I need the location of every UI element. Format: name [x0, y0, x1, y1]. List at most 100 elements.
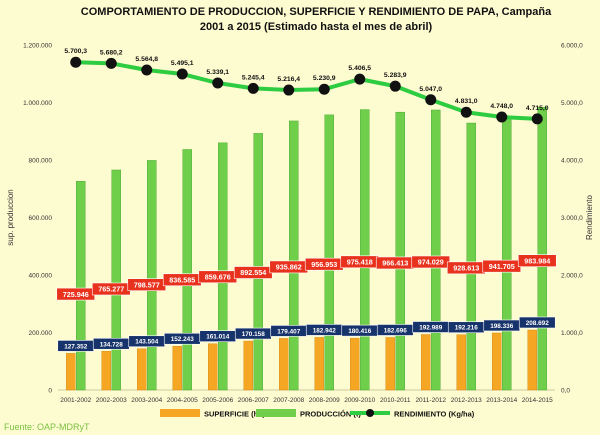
- rendimiento-data-label: 5.339,1: [206, 69, 229, 76]
- rendimiento-point: [176, 68, 188, 80]
- superficie-bar: [101, 351, 111, 391]
- rendimiento-data-label: 5.230,9: [313, 75, 336, 82]
- superficie-bar: [172, 346, 182, 391]
- superficie-bar: [137, 348, 147, 391]
- chart-title-line2: 2001 a 2015 (Estimado hasta el mes de ab…: [200, 21, 433, 33]
- rendimiento-data-label: 4.715,0: [526, 105, 549, 112]
- rendimiento-data-label: 5.680,2: [100, 49, 123, 56]
- x-tick-label: 2001-2002: [60, 397, 91, 404]
- rendimiento-point: [212, 77, 224, 89]
- left-tick-label: 400.000: [29, 273, 53, 280]
- left-tick-label: 1.000.000: [23, 100, 52, 107]
- superficie-data-label: 161.014: [206, 334, 230, 341]
- x-tick-label: 2002-2003: [96, 397, 127, 404]
- right-tick-label: 6.000,0: [561, 43, 583, 50]
- produccion-data-label: 859.676: [205, 272, 231, 281]
- rendimiento-data-label: 4.748,0: [490, 103, 513, 110]
- rendimiento-data-label: 5.406,5: [348, 65, 371, 72]
- rendimiento-point: [425, 94, 437, 106]
- superficie-data-label: 170.158: [242, 331, 266, 338]
- produccion-data-label: 974.029: [418, 258, 444, 267]
- rendimiento-point: [105, 57, 117, 69]
- rendimiento-line: [70, 56, 543, 125]
- produccion-data-label: 928.613: [453, 264, 479, 273]
- legend-label-superficie: SUPERFICIE (ha): [204, 410, 265, 419]
- x-tick-label: 2007-2008: [273, 397, 304, 404]
- superficie-data-label: 192.216: [455, 325, 479, 332]
- superficie-data-label: 192.989: [419, 325, 443, 332]
- x-tick-label: 2008-2009: [309, 397, 340, 404]
- left-tick-label: 200.000: [29, 330, 53, 337]
- superficie-bar: [243, 340, 253, 391]
- chart-title-line1: COMPORTAMIENTO DE PRODUCCION, SUPERFICIE…: [81, 6, 552, 18]
- left-tick-label: 800.000: [29, 158, 53, 165]
- rendimiento-data-label: 5.283,9: [384, 72, 407, 79]
- rendimiento-point: [318, 83, 330, 95]
- superficie-data-label: 127.352: [64, 343, 88, 350]
- superficie-data-label: 152.243: [171, 336, 195, 343]
- produccion-data-label: 941.705: [489, 262, 515, 271]
- produccion-bar: [324, 114, 334, 391]
- legend-swatch-superficie: [160, 409, 200, 417]
- source-note: Fuente: OAP-MDRyT: [4, 422, 90, 432]
- produccion-data-label: 725.946: [63, 290, 89, 299]
- superficie-bar: [350, 337, 360, 391]
- superficie-bar: [456, 334, 466, 391]
- superficie-bar: [66, 353, 76, 391]
- right-tick-label: 5.000,0: [561, 100, 583, 107]
- superficie-data-label: 143.504: [135, 339, 159, 346]
- y-axis-right-title: Rendimiento: [585, 194, 594, 239]
- right-tick-label: 2.000,0: [561, 273, 583, 280]
- rendimiento-point: [389, 80, 401, 92]
- x-tick-label: 2004-2005: [167, 397, 198, 404]
- produccion-bar: [537, 106, 547, 391]
- legend: SUPERFICIE (ha) PRODUCCIÓN (t) RENDIMIENTO…: [160, 409, 475, 419]
- superficie-bar: [385, 337, 395, 391]
- produccion-data-label: 836.585: [169, 275, 195, 284]
- produccion-bar: [76, 181, 86, 391]
- x-tick-label: 2003-2004: [131, 397, 162, 404]
- rendimiento-point: [460, 106, 472, 118]
- produccion-data-label: 765.277: [98, 285, 124, 294]
- produccion-bar: [253, 133, 263, 391]
- x-tick-label: 2014-2015: [522, 397, 553, 404]
- left-tick-label: 600.000: [29, 215, 53, 222]
- rendimiento-data-label: 5.216,4: [277, 76, 300, 83]
- superficie-label-box: [518, 316, 556, 329]
- left-tick-label: 1.200.000: [23, 43, 52, 50]
- data-labels: 5.700,3 5.680,2 5.564,8 5.495,1 5.339,1 5.245…: [56, 48, 557, 352]
- rendimiento-point: [70, 56, 82, 68]
- produccion-data-label: 892.554: [240, 268, 266, 277]
- superficie-bar: [314, 337, 324, 391]
- legend-swatch-rendimiento-marker: [366, 409, 374, 417]
- superficie-bar: [421, 334, 431, 391]
- x-tick-label: 2010-2011: [380, 397, 411, 404]
- superficie-bar: [279, 338, 289, 391]
- produccion-bar: [360, 109, 370, 391]
- superficie-data-label: 180.416: [348, 328, 372, 335]
- produccion-data-label: 935.862: [276, 263, 302, 272]
- legend-label-rendimiento: RENDIMIENTO (Kg/ha): [394, 410, 475, 419]
- legend-label-produccion: PRODUCCIÓN (t): [300, 410, 361, 419]
- produccion-bar: [431, 109, 441, 391]
- superficie-bar: [208, 343, 218, 391]
- produccion-data-label: 798.577: [134, 280, 160, 289]
- superficie-bar: [492, 332, 502, 391]
- superficie-data-label: 182.942: [313, 327, 337, 334]
- produccion-bar: [502, 119, 512, 391]
- produccion-bar: [147, 160, 157, 391]
- rendimiento-point: [354, 73, 366, 85]
- right-tick-label: 4.000,0: [561, 158, 583, 165]
- rendimiento-data-label: 5.245,4: [242, 74, 265, 81]
- superficie-data-label: 198.336: [490, 323, 514, 330]
- legend-swatch-produccion: [256, 409, 296, 417]
- x-tick-label: 2005-2006: [202, 397, 233, 404]
- superficie-bar: [527, 329, 537, 391]
- produccion-data-label: 983.984: [524, 256, 550, 265]
- rendimiento-data-label: 5.700,3: [64, 48, 87, 55]
- produccion-label-box: [517, 254, 557, 267]
- produccion-data-label: 975.418: [347, 258, 373, 267]
- produccion-bar: [466, 122, 476, 391]
- produccion-bar: [182, 149, 192, 391]
